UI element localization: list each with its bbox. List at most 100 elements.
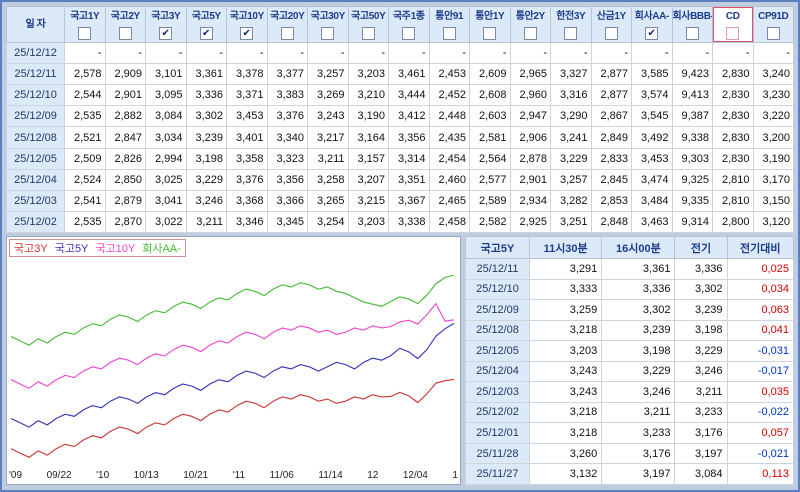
yield-cell: 2,810 bbox=[712, 168, 754, 191]
value-1130: 3,259 bbox=[528, 299, 603, 321]
yield-cell: 3,585 bbox=[631, 63, 673, 86]
column-label: CD bbox=[725, 11, 740, 23]
yield-cell: 2,934 bbox=[509, 189, 551, 212]
yield-cell: 3,378 bbox=[226, 63, 268, 86]
column-checkbox-국고30Y[interactable] bbox=[321, 26, 335, 40]
column-checkbox-국고3Y[interactable]: ✔ bbox=[159, 26, 173, 40]
list-item: 25/11/27 3,132 3,197 3,084 0,113 bbox=[465, 463, 795, 485]
yield-cell: 2,994 bbox=[145, 147, 187, 170]
column-header-국고30Y: 국고30Y bbox=[307, 5, 349, 44]
column-header-통안1Y: 통안1Y bbox=[469, 5, 511, 44]
yield-cell: 2,564 bbox=[469, 147, 511, 170]
column-label: 국고2Y bbox=[110, 11, 140, 23]
column-checkbox-회사BBB-[interactable] bbox=[685, 26, 699, 40]
yield-cell: 3,164 bbox=[347, 126, 389, 149]
row-date: 25/12/12 bbox=[6, 42, 65, 65]
x-axis-label: 12/04 bbox=[402, 470, 428, 481]
column-header-국고3Y: 국고3Y ✔ bbox=[145, 5, 187, 44]
column-checkbox-국고5Y[interactable]: ✔ bbox=[199, 26, 213, 40]
value-change: 0,025 bbox=[726, 258, 795, 280]
yield-cell: 3,376 bbox=[266, 105, 308, 128]
yield-cell: 3,356 bbox=[388, 126, 430, 149]
x-axis-label: '11 bbox=[232, 470, 246, 481]
yield-cell: 3,203 bbox=[347, 63, 389, 86]
treasury-5y-detail-table: 국고5Y 11시30분 16시00분 전기 전기대비 25/12/11 3,291… bbox=[465, 236, 795, 485]
column-checkbox-국고50Y[interactable] bbox=[361, 26, 375, 40]
column-checkbox-한전3Y[interactable] bbox=[564, 26, 578, 40]
yield-cell: 2,582 bbox=[469, 210, 511, 234]
value-1130: 3,243 bbox=[528, 360, 603, 383]
yield-cell: 9,325 bbox=[671, 168, 713, 191]
yield-cell: 3,345 bbox=[266, 210, 308, 234]
column-header-회사AA-: 회사AA- ✔ bbox=[631, 5, 673, 44]
yield-cell: 3,120 bbox=[752, 210, 794, 234]
yield-cell: 3,150 bbox=[752, 189, 794, 212]
yield-cell: 3,251 bbox=[550, 210, 592, 234]
column-checkbox-통안2Y[interactable] bbox=[523, 26, 537, 40]
yield-cell: - bbox=[64, 42, 106, 65]
column-label: CP91D bbox=[758, 11, 789, 23]
column-checkbox-회사AA-[interactable]: ✔ bbox=[645, 26, 659, 40]
value-1600: 3,361 bbox=[601, 258, 676, 280]
yield-cell: 3,461 bbox=[388, 63, 430, 86]
row-date: 25/12/02 bbox=[465, 401, 530, 424]
value-change: 0,113 bbox=[726, 463, 795, 485]
yield-cell: 2,830 bbox=[712, 105, 754, 128]
column-checkbox-통안91[interactable] bbox=[442, 26, 456, 40]
yield-cell: 3,211 bbox=[307, 147, 349, 170]
column-checkbox-CP91D[interactable] bbox=[766, 26, 780, 40]
x-axis-label: 12 bbox=[367, 470, 379, 481]
yield-chart-svg bbox=[10, 274, 455, 458]
value-prev: 3,229 bbox=[674, 340, 728, 362]
yield-cell: 2,589 bbox=[469, 189, 511, 212]
yield-cell: 3,361 bbox=[185, 63, 227, 86]
yield-cell: 9,335 bbox=[671, 189, 713, 212]
value-change: -0,021 bbox=[726, 442, 795, 465]
row-date: 25/12/03 bbox=[6, 189, 65, 212]
yield-cell: 3,101 bbox=[145, 63, 187, 86]
value-1130: 3,218 bbox=[528, 319, 603, 342]
yield-cell: 3,269 bbox=[307, 84, 349, 107]
yield-cell: 2,830 bbox=[712, 126, 754, 149]
yield-cell: 2,909 bbox=[104, 63, 146, 86]
yield-cell: 2,882 bbox=[104, 105, 146, 128]
yield-cell: 3,254 bbox=[307, 210, 349, 234]
column-label: 통안91 bbox=[435, 11, 464, 23]
right-table-header-row: 국고5Y 11시30분 16시00분 전기 전기대비 bbox=[465, 236, 795, 259]
yield-cell: 2,608 bbox=[469, 84, 511, 107]
value-change: -0,031 bbox=[726, 340, 795, 362]
column-checkbox-국고20Y[interactable] bbox=[280, 26, 294, 40]
column-checkbox-산금1Y[interactable] bbox=[604, 26, 618, 40]
value-prev: 3,302 bbox=[674, 278, 728, 301]
value-change: -0,017 bbox=[726, 360, 795, 383]
yield-cell: 3,340 bbox=[266, 126, 308, 149]
yield-cell: 3,377 bbox=[266, 63, 308, 86]
yield-cell: 2,901 bbox=[104, 84, 146, 107]
yield-cell: - bbox=[347, 42, 389, 65]
yield-cell: 2,541 bbox=[64, 189, 106, 212]
legend-item-국고10Y: 국고10Y bbox=[95, 243, 136, 255]
column-checkbox-CD[interactable] bbox=[726, 26, 740, 40]
yield-cell: 3,290 bbox=[550, 105, 592, 128]
yield-cell: - bbox=[469, 42, 511, 65]
row-date: 25/12/03 bbox=[465, 381, 530, 403]
row-date: 25/12/04 bbox=[465, 360, 530, 383]
yield-cell: 2,452 bbox=[428, 84, 470, 107]
column-header-회사BBB-: 회사BBB- bbox=[671, 5, 713, 44]
yield-cell: 9,338 bbox=[671, 126, 713, 149]
column-checkbox-통안1Y[interactable] bbox=[483, 26, 497, 40]
row-date: 25/11/27 bbox=[465, 463, 530, 485]
column-checkbox-국고10Y[interactable]: ✔ bbox=[240, 26, 254, 40]
x-axis-label: 1 bbox=[452, 470, 458, 481]
column-header-국고50Y: 국고50Y bbox=[347, 5, 389, 44]
right-table-header-1130: 11시30분 bbox=[528, 236, 603, 259]
row-date: 25/12/09 bbox=[465, 299, 530, 321]
yield-cell: 3,336 bbox=[185, 84, 227, 107]
row-date: 25/12/01 bbox=[465, 422, 530, 444]
legend-item-회사AA-: 회사AA- bbox=[142, 243, 181, 255]
column-checkbox-국고1Y[interactable] bbox=[78, 26, 92, 40]
column-checkbox-국고2Y[interactable] bbox=[118, 26, 132, 40]
x-axis-label: '09 bbox=[9, 470, 23, 481]
value-prev: 3,084 bbox=[674, 463, 728, 485]
column-checkbox-국주1종[interactable] bbox=[402, 26, 416, 40]
